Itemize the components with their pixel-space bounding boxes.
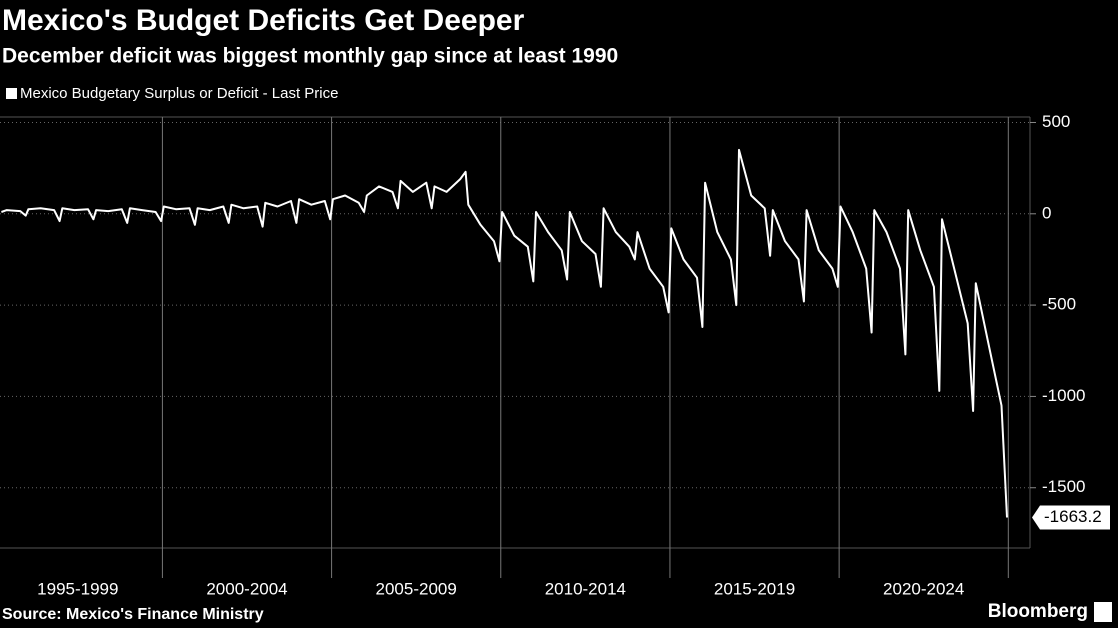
legend-swatch [6,88,17,99]
x-tick-label: 2000-2004 [206,579,287,598]
x-tick-label: 2005-2009 [376,579,457,598]
y-tick-label: -1000 [1042,386,1085,405]
x-tick-label: 2010-2014 [545,579,626,598]
last-price-box [1032,505,1110,530]
x-tick-label: 2020-2024 [883,579,964,598]
brand-icon [1094,602,1112,622]
legend-label: Mexico Budgetary Surplus or Deficit - La… [20,85,338,102]
source: Source: Mexico's Finance Ministry [2,606,264,623]
y-tick-label: 0 [1042,203,1051,222]
y-tick-label: -500 [1042,295,1076,314]
x-tick-label: 2015-2019 [714,579,795,598]
x-tick-label: 1995-1999 [37,579,118,598]
chart-subtitle: December deficit was biggest monthly gap… [2,45,618,68]
brand: Bloomberg [988,601,1088,622]
last-price-label: -1663.2 [1044,507,1102,526]
line [1,148,1008,518]
y-tick-label: 500 [1042,112,1070,131]
y-tick-label: -1500 [1042,477,1085,496]
chart-title: Mexico's Budget Deficits Get Deeper [2,4,525,37]
